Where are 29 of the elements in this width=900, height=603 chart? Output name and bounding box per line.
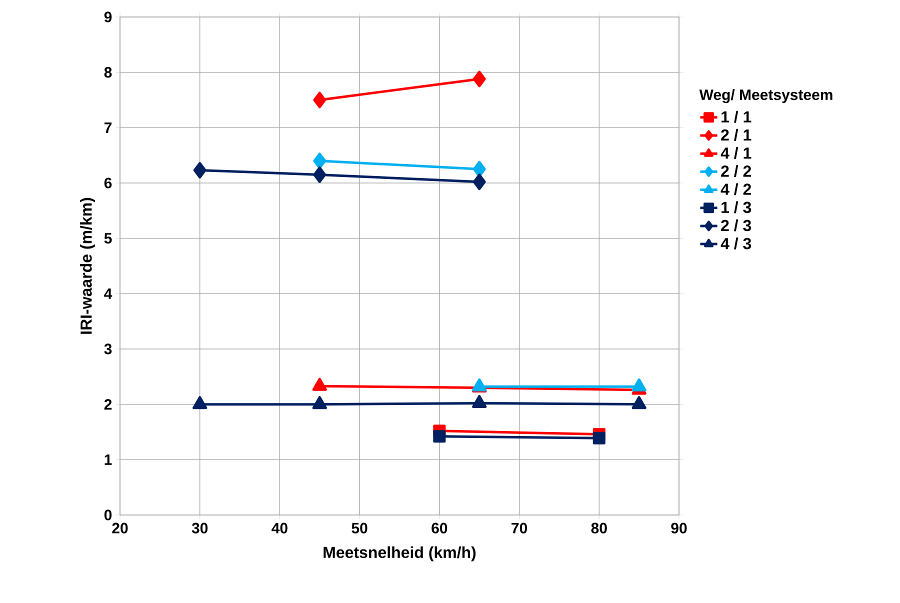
x-tick-label: 70 <box>512 522 527 534</box>
legend-title: Weg/ Meetsysteem <box>699 89 832 104</box>
x-tick-label: 60 <box>432 522 448 534</box>
y-tick-label: 5 <box>104 233 112 244</box>
y-tick-label: 8 <box>104 67 112 78</box>
y-tick-label: 0 <box>104 510 112 520</box>
x-tick-label: 50 <box>352 522 368 534</box>
legend-label: 2 / 1 <box>721 128 752 141</box>
legend-label: 4 / 2 <box>720 183 752 196</box>
legend-label: 4 / 3 <box>720 237 752 250</box>
x-tick-label: 90 <box>671 522 687 534</box>
legend-label: 2 / 2 <box>721 165 752 178</box>
y-tick-label: 9 <box>104 12 112 22</box>
x-tick-label: 30 <box>192 522 208 534</box>
x-axis-title: Meetsnelheid (km/h) <box>324 546 476 562</box>
legend-label: 2 / 3 <box>721 219 752 232</box>
legend-label: 1 / 1 <box>722 110 752 123</box>
y-tick-label: 2 <box>104 399 112 410</box>
y-tick-label: 3 <box>104 344 112 354</box>
legend-label: 4 / 1 <box>720 147 752 159</box>
y-axis-title: IRI-waarde (m/km) <box>80 198 95 334</box>
x-tick-label: 20 <box>112 522 128 534</box>
y-tick-label: 6 <box>104 178 112 188</box>
x-tick-label: 40 <box>272 522 288 534</box>
x-tick-label: 80 <box>591 522 607 534</box>
y-tick-label: 4 <box>104 288 112 299</box>
y-tick-label: 7 <box>104 122 112 133</box>
y-tick-label: 1 <box>104 454 112 465</box>
legend-label: 1 / 3 <box>722 201 752 214</box>
